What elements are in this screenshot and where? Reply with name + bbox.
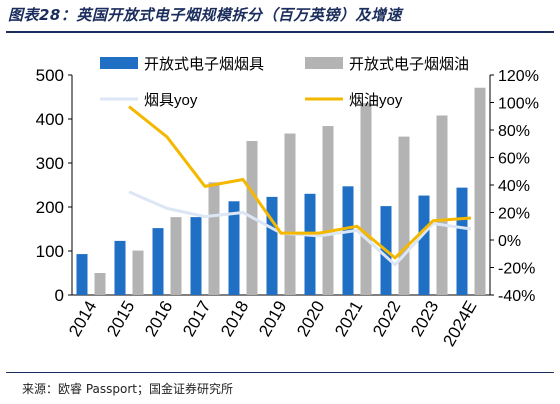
bar-eliquid — [170, 217, 182, 295]
bar-device — [304, 193, 316, 295]
bar-eliquid — [322, 126, 334, 295]
x-tick-label: 2024E — [439, 298, 480, 350]
bar-eliquid — [360, 103, 372, 295]
x-tick-label: 2023 — [407, 298, 442, 340]
source-note: 来源：欧睿 Passport；国金证券研究所 — [22, 382, 233, 396]
left-tick-label: 400 — [36, 110, 64, 129]
bar-eliquid — [474, 87, 486, 295]
x-tick-label: 2021 — [331, 298, 366, 340]
left-tick-label: 300 — [36, 154, 64, 173]
bar-device — [418, 195, 430, 295]
bar-device — [114, 240, 126, 295]
legend-label: 开放式电子烟烟油 — [349, 56, 469, 73]
bar-device — [456, 187, 468, 295]
x-tick-label: 2022 — [369, 298, 404, 340]
x-tick-label: 2015 — [103, 298, 138, 340]
left-tick-label: 500 — [36, 66, 64, 85]
right-tick-label: -20% — [498, 261, 535, 278]
line-eliquid-yoy — [128, 105, 472, 260]
chart: 0 100 200 300 400 500 -40% -20% 0% 20% 40% 60% 80% 10… — [36, 56, 539, 350]
chart-title: 图表28：英国开放式电子烟规模拆分（百万英镑）及增速 — [8, 6, 402, 24]
right-tick-label: -40% — [498, 288, 535, 305]
right-tick-label: 40% — [498, 178, 530, 195]
legend-swatch — [100, 57, 138, 69]
x-tick-label: 2019 — [255, 298, 290, 340]
left-tick-label: 100 — [36, 242, 64, 261]
x-tick-label: 2020 — [293, 298, 328, 340]
right-tick-label: 60% — [498, 151, 530, 168]
footer-divider — [6, 372, 554, 373]
bar-device — [152, 228, 164, 295]
bar-eliquid — [132, 250, 144, 295]
bar-device — [228, 201, 240, 295]
bar-eliquid — [208, 182, 220, 295]
legend-label: 烟具yoy — [144, 92, 198, 109]
left-tick-label: 200 — [36, 198, 64, 217]
bar-eliquid — [284, 133, 296, 295]
title-divider — [6, 31, 554, 33]
right-tick-label: 100% — [498, 96, 539, 113]
right-tick-label: 120% — [498, 68, 539, 85]
legend-swatch — [305, 57, 343, 69]
bar-eliquid — [436, 115, 448, 295]
right-tick-label: 0% — [498, 233, 521, 250]
x-tick-label: 2016 — [141, 298, 176, 340]
bar-device — [266, 196, 278, 295]
x-tick-label: 2018 — [217, 298, 252, 340]
right-tick-label: 80% — [498, 123, 530, 140]
x-tick-label: 2014 — [65, 298, 100, 340]
right-tick-label: 20% — [498, 206, 530, 223]
bar-device — [190, 217, 202, 295]
legend-label: 烟油yoy — [349, 92, 403, 109]
bar-eliquid — [398, 136, 410, 295]
bar-device — [76, 254, 88, 295]
legend-label: 开放式电子烟烟具 — [144, 56, 264, 73]
bar-device — [342, 186, 354, 295]
bar-eliquid — [94, 273, 106, 295]
x-tick-label: 2017 — [179, 298, 214, 340]
left-tick-label: 0 — [55, 286, 64, 305]
